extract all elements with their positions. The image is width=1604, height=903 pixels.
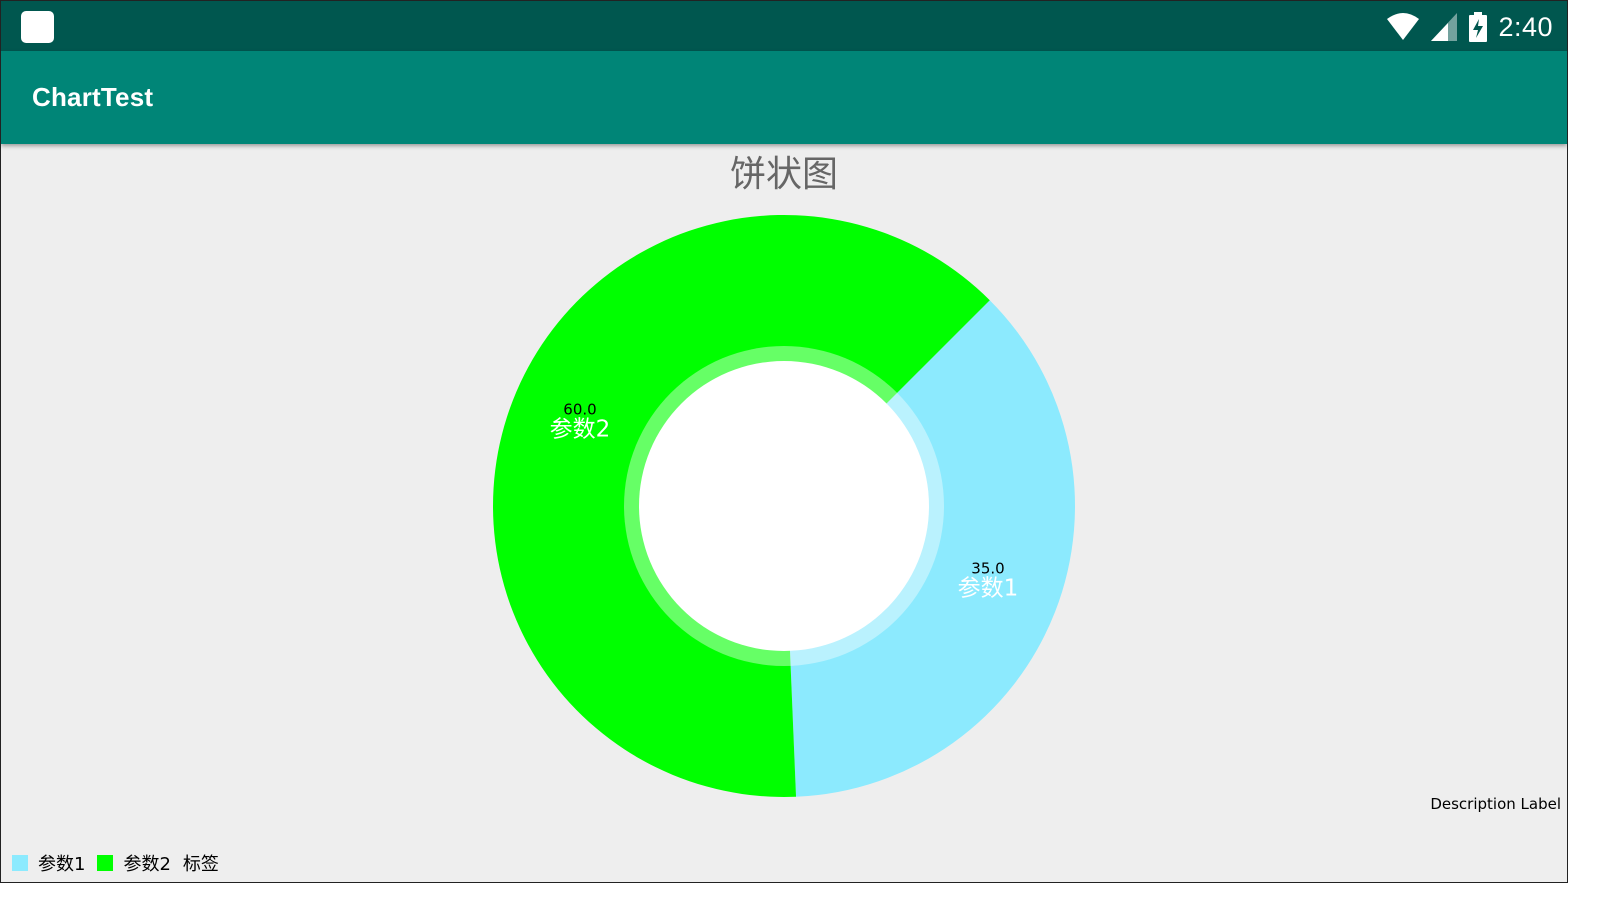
wifi-icon: [1386, 13, 1420, 41]
chart-title: 饼状图: [730, 154, 838, 195]
battery-charging-icon: [1468, 12, 1488, 42]
legend-swatch: [97, 855, 114, 871]
status-bar: 2:40: [1, 1, 1567, 51]
description-label: Description Label: [1430, 795, 1561, 813]
slice-name-label: 参数1: [958, 576, 1019, 602]
signal-icon: [1430, 12, 1458, 42]
app-bar: ChartTest: [1, 51, 1567, 144]
status-icons: 2:40: [1386, 9, 1553, 45]
status-time: 2:40: [1498, 11, 1553, 42]
slice-name-label: 参数2: [550, 416, 611, 442]
app-title: ChartTest: [32, 82, 154, 112]
legend-swatch: [12, 855, 28, 871]
slice-value-label: 35.0: [971, 560, 1004, 578]
legend-item: 标签: [183, 850, 219, 876]
app-icon: [21, 11, 54, 43]
legend-item: 参数2: [97, 850, 171, 876]
chart-legend: 参数1 参数2 标签: [12, 851, 231, 875]
donut-hole: [639, 361, 929, 651]
slice-value-label: 60.0: [563, 400, 596, 418]
legend-item: 参数1: [12, 850, 85, 876]
legend-entry-label: 参数2: [123, 854, 171, 875]
pie-slice[interactable]: [784, 300, 1076, 797]
pie-chart[interactable]: 饼状图 35.0 参数1 60.0 参数2 Description Label 参数1…: [1, 146, 1567, 882]
legend-entry-label: 参数1: [38, 854, 86, 875]
legend-dataset-label: 标签: [182, 854, 219, 875]
app-screen: 2:40 ChartTest 饼状图 35.0 参数1 60.0 参数2 Descri…: [0, 0, 1568, 883]
